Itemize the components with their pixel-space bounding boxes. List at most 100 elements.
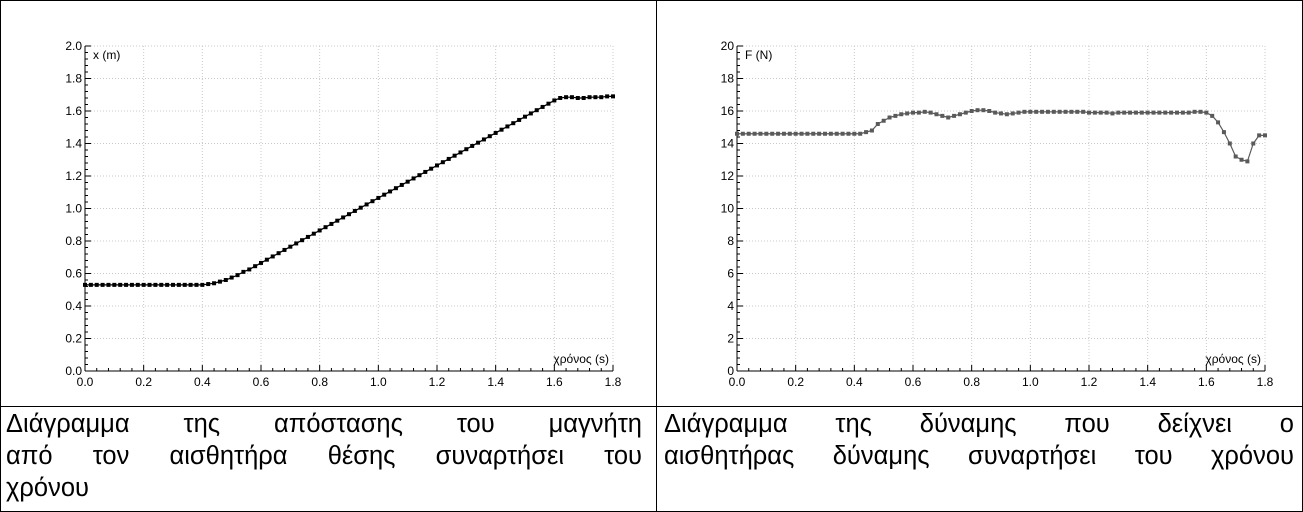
x-axis-label: χρόνος (s) [1205, 352, 1261, 366]
data-point [611, 94, 615, 99]
data-point [206, 282, 211, 287]
data-point [476, 140, 481, 145]
data-point [329, 221, 334, 226]
data-point [776, 131, 781, 136]
data-point [147, 282, 152, 287]
data-point [893, 113, 898, 118]
data-point [1110, 111, 1115, 116]
data-point [1104, 110, 1109, 115]
data-point [881, 118, 886, 123]
x-tick-label: 0.6 [253, 375, 270, 389]
data-point [1210, 113, 1215, 118]
caption-right: Διάγραμμα της δύναμης που δείχνει ο αισθ… [664, 408, 1294, 472]
data-point [141, 282, 146, 287]
data-point [470, 143, 475, 148]
y-tick-label: 1.2 [65, 169, 82, 183]
data-point [106, 282, 111, 287]
data-point [828, 131, 833, 136]
data-point [282, 247, 287, 252]
caption-left: Διάγραμμα της απόστασης του μαγνήτη από … [6, 408, 642, 504]
caption-right-line-2: αισθητήρας δύναμης συναρτήσει του χρόνου [664, 442, 1294, 470]
y-tick-label: 12 [721, 169, 735, 183]
x-tick-label: 1.8 [605, 375, 622, 389]
data-point [852, 131, 857, 136]
data-point [916, 110, 921, 115]
y-axis-label: F (N) [745, 48, 772, 62]
data-point [388, 189, 393, 194]
data-point [817, 131, 822, 136]
data-point [1028, 109, 1033, 114]
data-point [899, 112, 904, 117]
data-point [458, 150, 463, 155]
y-tick-label: 1.4 [65, 137, 82, 151]
data-point [975, 108, 980, 113]
data-point [558, 96, 563, 100]
x-tick-label: 1.0 [1022, 375, 1039, 389]
data-point [370, 199, 375, 204]
data-point [575, 96, 580, 100]
x-tick-label: 1.0 [370, 375, 387, 389]
data-point [100, 282, 105, 287]
x-tick-label: 0.4 [846, 375, 863, 389]
force-chart: 0.0 0.2 0.4 0.6 0.8 1.0 1.2 1.4 1.6 1.8 0 2 4 6 8 10 12 1… [721, 39, 1274, 389]
data-point [552, 98, 557, 103]
x-tick-label: 1.4 [487, 375, 504, 389]
caption-left-line-1: Διάγραμμα της απόστασης του μαγνήτη [6, 410, 642, 438]
data-point [429, 166, 434, 171]
data-point [382, 192, 387, 197]
data-point [487, 134, 492, 139]
data-point [911, 110, 915, 115]
y-tick-label: 2 [727, 332, 734, 346]
y-tick-label: 0.6 [65, 267, 82, 281]
data-point [952, 113, 957, 118]
data-point [88, 282, 93, 287]
data-point [581, 96, 586, 100]
data-point [511, 121, 516, 126]
data-point [593, 95, 598, 100]
data-point [423, 169, 428, 174]
distance-chart: 0.0 0.2 0.4 0.6 0.8 1.0 1.2 1.4 1.6 1.8 0.0 0.2 0.4 0… [65, 39, 622, 389]
data-point [341, 215, 346, 220]
data-point [393, 186, 398, 191]
y-tick-label: 0.0 [65, 364, 82, 378]
data-point [176, 282, 181, 287]
data-point [153, 282, 158, 287]
data-point [171, 282, 175, 287]
data-point [235, 273, 240, 278]
data-point [288, 244, 293, 249]
data-point [1069, 109, 1074, 114]
x-tick-label: 0.6 [905, 375, 922, 389]
data-point [887, 115, 892, 120]
data-point [1128, 110, 1133, 115]
data-point [364, 202, 369, 207]
data-point [1204, 110, 1209, 115]
data-point [118, 282, 123, 287]
data-point [1198, 109, 1203, 114]
data-point [440, 160, 445, 165]
data-point [294, 241, 299, 246]
data-point [1239, 157, 1244, 162]
data-point [376, 195, 381, 200]
y-tick-label: 1.8 [65, 72, 82, 86]
data-point [417, 173, 422, 178]
data-point [1257, 133, 1262, 138]
data-point [217, 279, 222, 284]
data-point [569, 95, 574, 100]
x-tick-label: 1.2 [429, 375, 446, 389]
data-point [464, 147, 469, 152]
data-point [534, 108, 539, 113]
data-point [1004, 112, 1009, 117]
data-point [811, 131, 816, 136]
data-point [1087, 110, 1091, 115]
data-point [1116, 110, 1121, 115]
x-tick-label: 1.4 [1139, 375, 1156, 389]
x-tick-label: 0.0 [77, 375, 94, 389]
y-tick-label: 0.8 [65, 234, 82, 248]
data-point [922, 109, 927, 114]
y-tick-label: 0.4 [65, 299, 82, 313]
data-point [740, 131, 745, 136]
data-point [1251, 141, 1256, 146]
data-point [905, 111, 910, 116]
y-tick-label: 0.2 [65, 332, 82, 346]
